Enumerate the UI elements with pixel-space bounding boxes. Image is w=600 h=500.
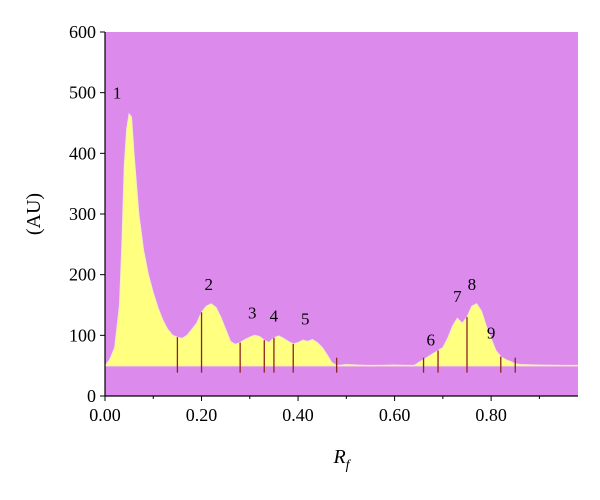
peak-label: 7 (453, 287, 462, 306)
series-line-0 (104, 112, 579, 367)
series-layer (104, 112, 579, 367)
x-axis-title-subscript: f (346, 458, 352, 473)
series-area-0 (105, 113, 578, 366)
y-tick-label: 100 (69, 325, 96, 345)
y-tick-label: 300 (69, 204, 96, 224)
plot-background (105, 32, 578, 396)
peak-divider-layer (176, 312, 516, 373)
x-tick-label: 0.00 (89, 405, 121, 425)
peak-label: 9 (487, 323, 496, 342)
peak-label: 5 (301, 309, 310, 328)
x-tick-label: 0.20 (186, 405, 218, 425)
peak-label: 4 (270, 306, 279, 325)
peak-label: 3 (248, 303, 257, 322)
tick-layer: 0 100 200 300 400 500 600 0.00 0.20 0.40 0.60 0.80 (69, 22, 540, 425)
y-tick-label: 200 (69, 265, 96, 285)
x-axis-title: Rf (332, 446, 351, 473)
peak-label: 6 (427, 331, 436, 350)
x-tick-label: 0.60 (379, 405, 411, 425)
y-tick-label: 0 (87, 386, 96, 406)
y-axis-title: (AU) (23, 193, 45, 235)
x-tick-label: 0.40 (282, 405, 314, 425)
x-tick-label: 0.80 (475, 405, 507, 425)
y-tick-label: 500 (69, 83, 96, 103)
y-tick-label: 600 (69, 22, 96, 42)
peak-label: 1 (113, 84, 122, 103)
peak-label: 2 (205, 275, 214, 294)
peak-label: 8 (468, 275, 477, 294)
y-tick-label: 400 (69, 143, 96, 163)
x-axis-title-main: R (332, 446, 345, 468)
